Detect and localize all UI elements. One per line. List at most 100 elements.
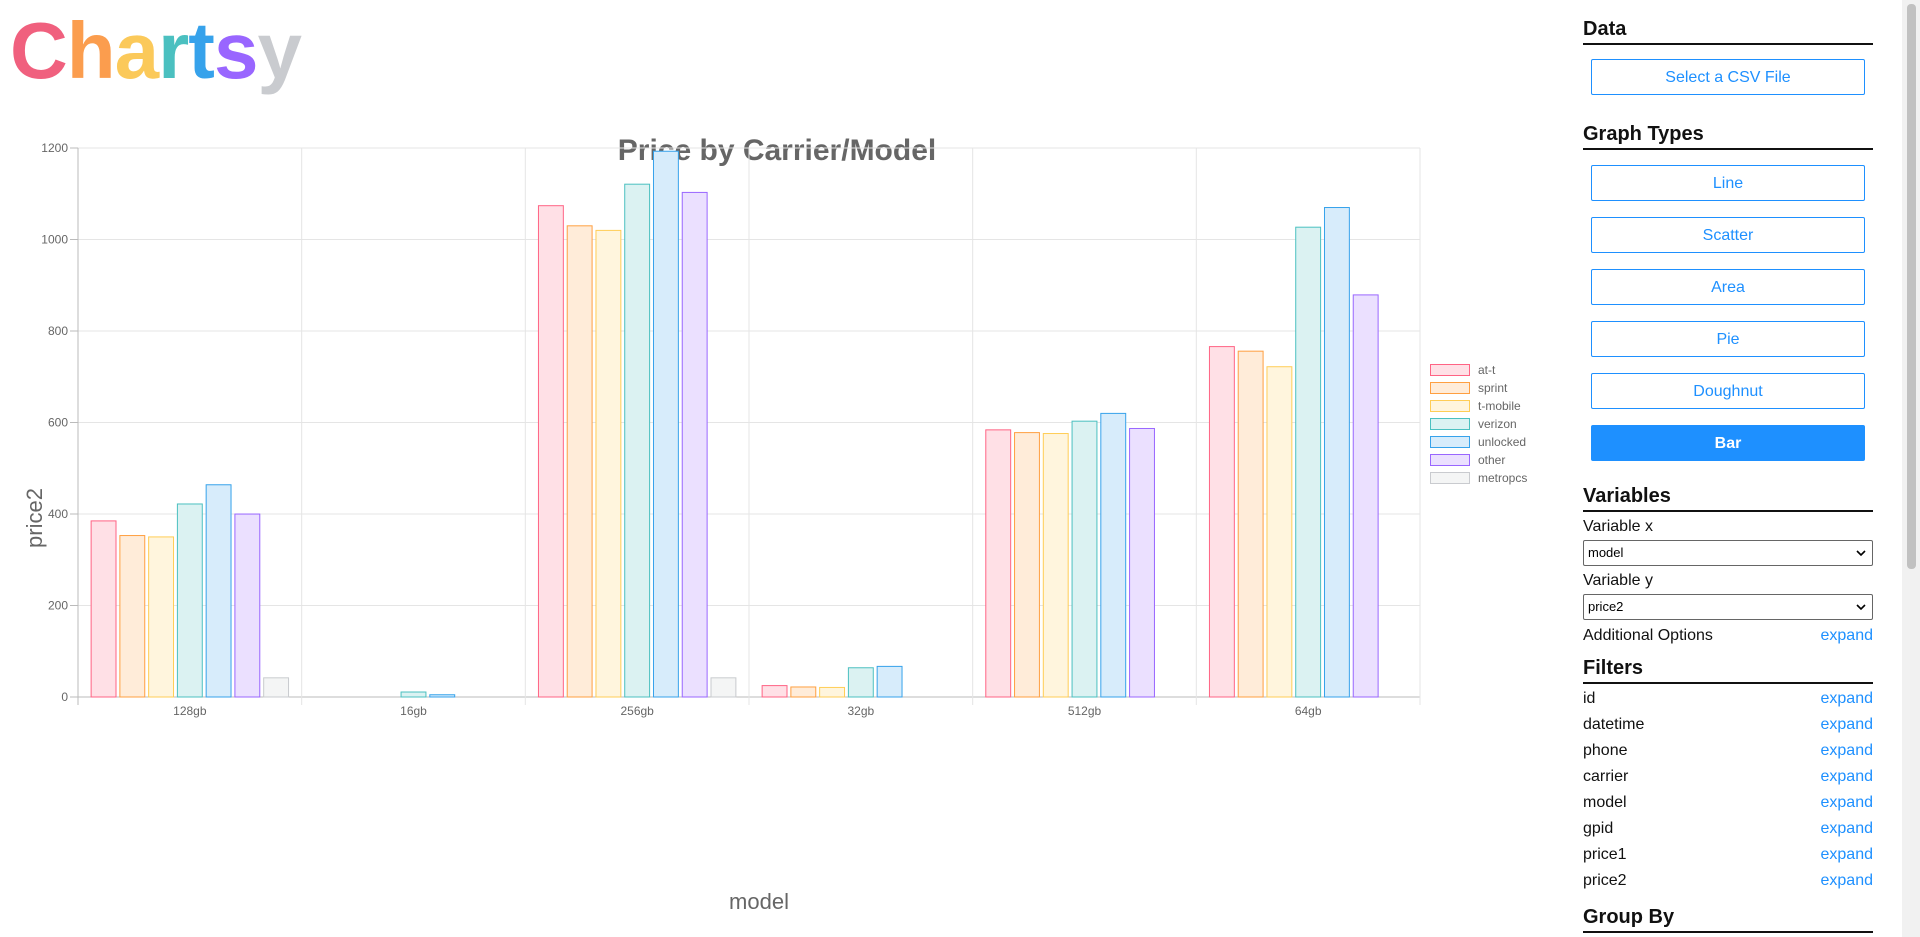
variable-y-value: price2 <box>1588 599 1624 614</box>
legend-item-unlocked[interactable]: unlocked <box>1430 435 1527 449</box>
x-tick-label: 32gb <box>847 704 874 718</box>
filter-row-carrier: carrier expand <box>1583 764 1873 790</box>
legend-label: metropcs <box>1478 471 1527 485</box>
chart-legend[interactable]: at-t sprint t-mobile verizon unlocked other me… <box>1430 363 1528 485</box>
bar-verizon <box>400 691 427 698</box>
filter-label: model <box>1583 794 1627 811</box>
legend-swatch <box>1430 472 1470 484</box>
bar-other <box>1129 427 1155 698</box>
bar-verizon <box>1295 226 1322 698</box>
x-tick-label: 64gb <box>1295 704 1322 718</box>
chart-bars <box>90 150 1379 698</box>
legend-item-sprint[interactable]: sprint <box>1430 381 1509 395</box>
bar-unlocked <box>652 150 679 698</box>
legend-swatch <box>1430 418 1470 430</box>
bar-verizon <box>847 667 874 698</box>
y-tick-label: 600 <box>48 416 68 430</box>
area-graph-button[interactable]: Area <box>1591 269 1865 305</box>
legend-label: unlocked <box>1478 435 1526 449</box>
bar-chart: Price by Carrier/Model 02004006008001000… <box>22 134 1528 914</box>
line-graph-button[interactable]: Line <box>1591 165 1865 201</box>
legend-item-verizon[interactable]: verizon <box>1430 417 1517 431</box>
bar-graph-button[interactable]: Bar <box>1591 425 1865 461</box>
x-tick-label: 512gb <box>1068 704 1102 718</box>
filter-row-price2: price2 expand <box>1583 868 1873 894</box>
legend-item-t-mobile[interactable]: t-mobile <box>1430 399 1522 413</box>
sidebar: Data Select a CSV File Graph Types Line … <box>1583 18 1873 933</box>
x-tick-label: 256gb <box>620 704 654 718</box>
filter-row-model: model expand <box>1583 790 1873 816</box>
variable-y-select[interactable]: price2 <box>1583 594 1873 620</box>
bar-other <box>234 513 261 698</box>
bar-t-mobile <box>1266 366 1293 698</box>
variable-x-value: model <box>1588 545 1624 560</box>
filter-row-price1: price1 expand <box>1583 842 1873 868</box>
filter-label: price2 <box>1583 872 1627 889</box>
pie-graph-button[interactable]: Pie <box>1591 321 1865 357</box>
y-tick-label: 1000 <box>41 233 68 247</box>
bar-other <box>1352 294 1379 698</box>
filters-section-title: Filters <box>1583 657 1873 684</box>
bar-metropcs <box>263 677 290 698</box>
bar-unlocked <box>1323 207 1350 698</box>
filter-row-gpid: gpid expand <box>1583 816 1873 842</box>
legend-label: verizon <box>1478 417 1517 431</box>
bar-sprint <box>790 686 817 698</box>
bar-at-t <box>90 520 117 698</box>
x-tick-label: 128gb <box>173 704 207 718</box>
x-tick-label: 16gb <box>400 704 427 718</box>
filter-expand-link[interactable]: expand <box>1820 872 1874 889</box>
filter-label: price1 <box>1583 846 1627 863</box>
bar-verizon <box>624 183 651 698</box>
scatter-graph-button[interactable]: Scatter <box>1591 217 1865 253</box>
legend-label: other <box>1478 453 1505 467</box>
data-section-title: Data <box>1583 18 1873 45</box>
legend-swatch <box>1430 382 1470 394</box>
filter-expand-link[interactable]: expand <box>1820 768 1874 785</box>
additional-options-label: Additional Options <box>1583 627 1713 644</box>
bar-sprint <box>1014 432 1040 698</box>
scrollbar-thumb[interactable] <box>1907 4 1916 569</box>
filter-row-phone: phone expand <box>1583 738 1873 764</box>
variable-y-label: Variable y <box>1583 572 1653 589</box>
legend-item-other[interactable]: other <box>1430 453 1506 467</box>
filter-row-datetime: datetime expand <box>1583 712 1873 738</box>
filter-expand-link[interactable]: expand <box>1820 716 1874 733</box>
bar-unlocked <box>429 694 456 698</box>
x-axis-title: model <box>729 889 789 914</box>
logo-letter: t <box>188 6 215 95</box>
bar-unlocked <box>1100 412 1127 698</box>
bar-sprint <box>1237 350 1264 698</box>
filter-expand-link[interactable]: expand <box>1820 820 1874 837</box>
bar-unlocked <box>205 484 232 698</box>
page-scrollbar[interactable] <box>1902 0 1920 937</box>
bar-verizon <box>176 503 203 698</box>
y-tick-label: 200 <box>48 599 68 613</box>
filter-expand-link[interactable]: expand <box>1820 690 1874 707</box>
legend-label: t-mobile <box>1478 399 1521 413</box>
y-tick-label: 1200 <box>41 141 68 155</box>
logo-letter: r <box>158 6 189 95</box>
select-csv-button[interactable]: Select a CSV File <box>1591 59 1865 95</box>
filter-label: datetime <box>1583 716 1645 733</box>
variable-x-select[interactable]: model <box>1583 540 1873 566</box>
variable-x-label: Variable x <box>1583 518 1653 535</box>
logo-letter: h <box>66 6 116 95</box>
legend-swatch <box>1430 436 1470 448</box>
filter-row-id: id expand <box>1583 686 1873 712</box>
filter-label: phone <box>1583 742 1628 759</box>
filter-expand-link[interactable]: expand <box>1820 742 1874 759</box>
graph-types-section-title: Graph Types <box>1583 123 1873 150</box>
bar-t-mobile <box>819 686 846 698</box>
y-tick-label: 400 <box>48 507 68 521</box>
filter-label: carrier <box>1583 768 1629 785</box>
additional-options-expand-link[interactable]: expand <box>1820 627 1874 644</box>
legend-item-at-t[interactable]: at-t <box>1430 363 1497 377</box>
filter-expand-link[interactable]: expand <box>1820 846 1874 863</box>
bar-other <box>681 191 708 698</box>
logo-letter: a <box>114 6 159 95</box>
bar-unlocked <box>876 665 903 698</box>
legend-item-metropcs[interactable]: metropcs <box>1430 471 1528 485</box>
doughnut-graph-button[interactable]: Doughnut <box>1591 373 1865 409</box>
filter-expand-link[interactable]: expand <box>1820 794 1874 811</box>
